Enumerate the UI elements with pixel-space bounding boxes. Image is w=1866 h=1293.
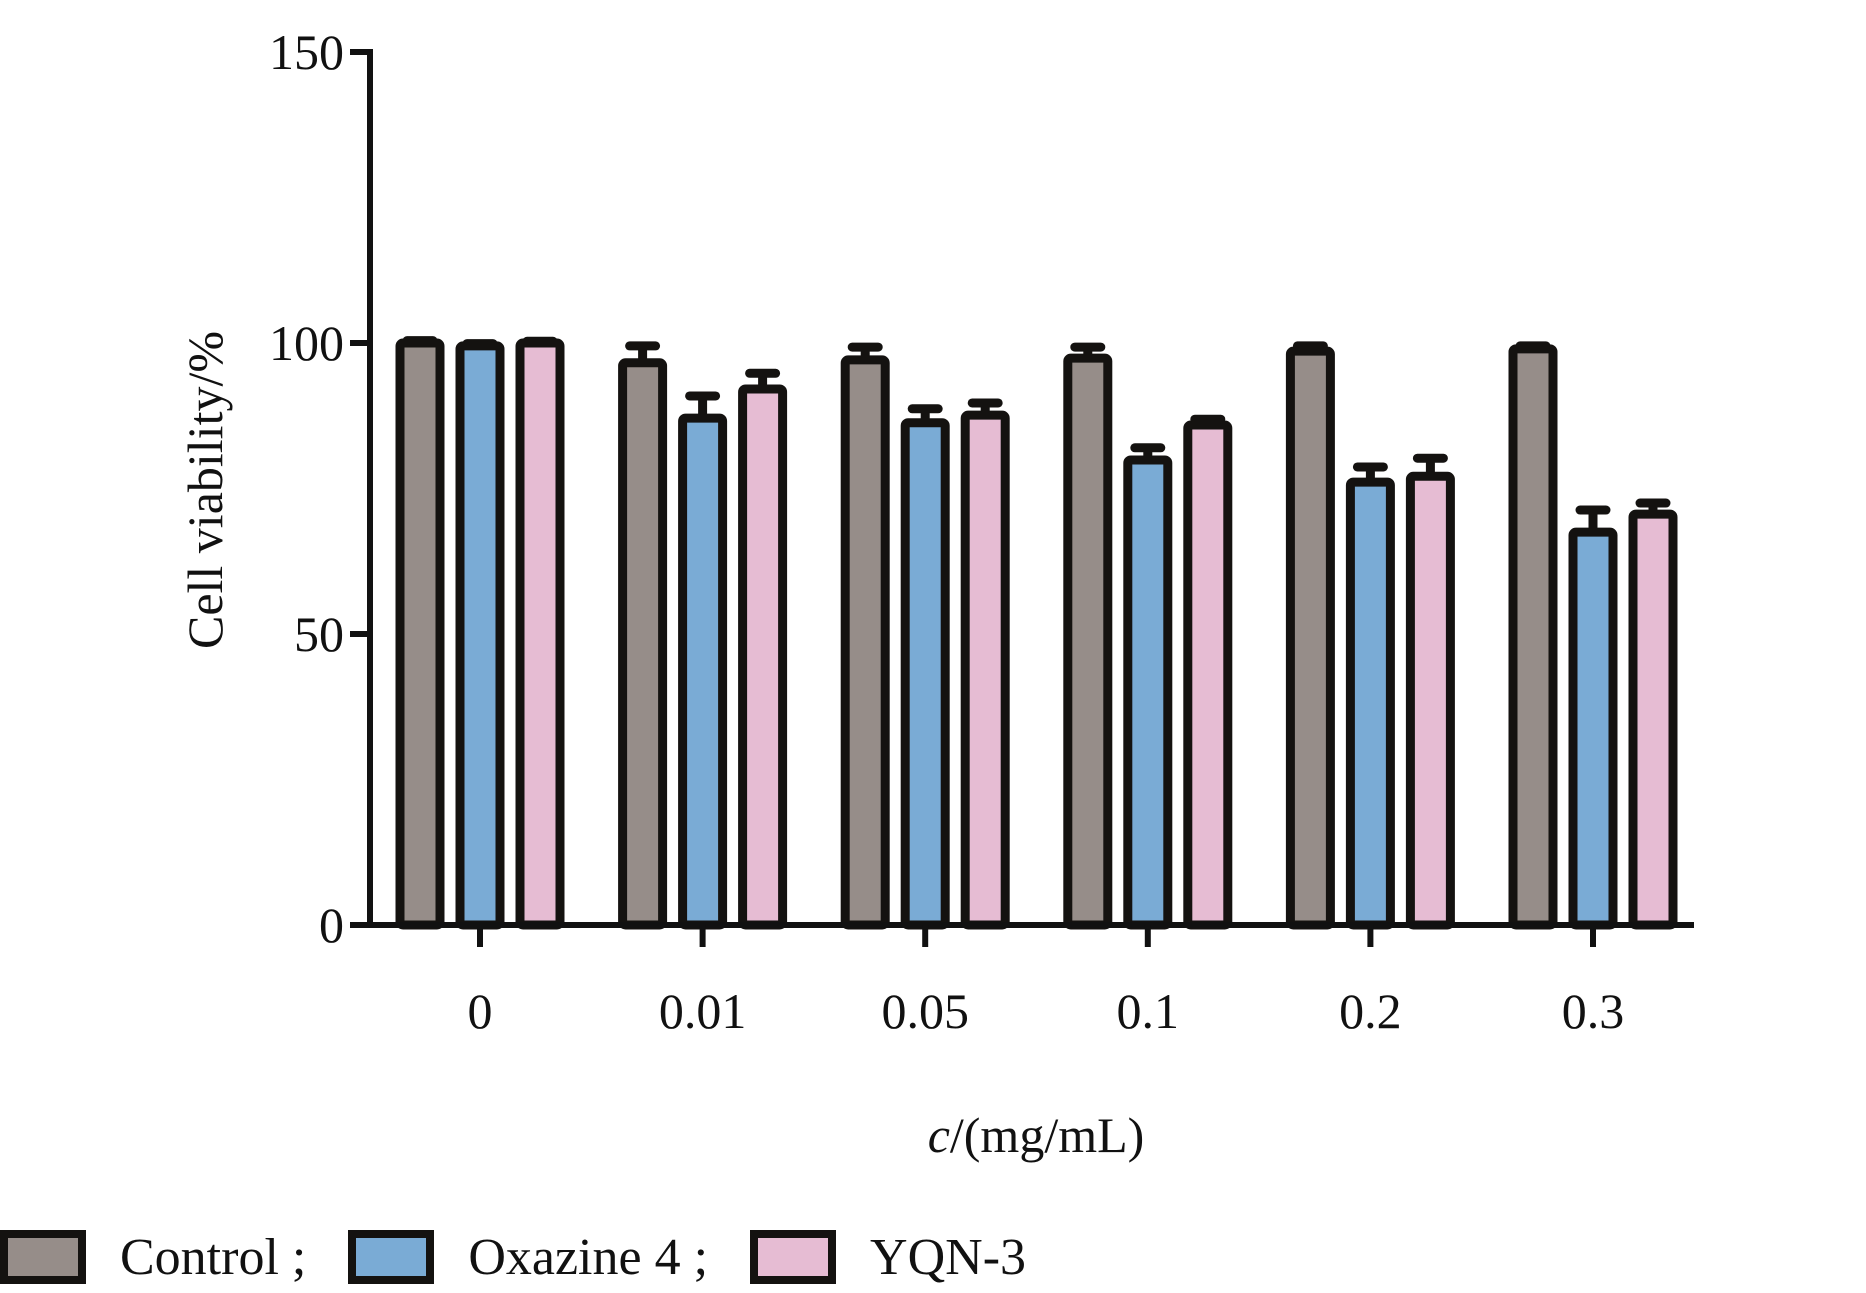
bar [455, 341, 505, 930]
bar [900, 418, 950, 930]
x-tick-label: 0.01 [659, 983, 747, 1039]
x-axis-title-variable: c [928, 1107, 950, 1163]
bar-group-control [1508, 341, 1558, 930]
bar-group-control [840, 342, 890, 930]
y-tick-label: 150 [269, 24, 344, 80]
bars-layer [395, 336, 1678, 930]
x-tick-label: 0.1 [1117, 983, 1180, 1039]
legend-swatch [750, 1230, 837, 1284]
bar-group-oxazine-4 [1568, 505, 1618, 930]
x-tick-label: 0 [468, 983, 493, 1039]
bar [738, 384, 788, 930]
bar-group-yqn-3 [1628, 498, 1678, 930]
bar-group-oxazine-4 [900, 404, 950, 930]
x-tick-label: 0.2 [1339, 983, 1402, 1039]
bar-group-yqn-3 [738, 368, 788, 930]
x-ticks: 0 0.01 0.05 0.1 0.2 0.3 [468, 925, 1625, 1039]
bar [1183, 420, 1233, 930]
bar-group-oxazine-4 [678, 391, 728, 930]
bar-group-control [395, 336, 445, 930]
y-tick-label: 50 [294, 606, 344, 662]
bar-group-control [1285, 341, 1335, 930]
bar [1345, 477, 1395, 930]
bar-group-control [618, 341, 668, 930]
x-axis-title-unit: /(mg/mL) [950, 1107, 1144, 1163]
legend-item: Control ; [0, 1228, 306, 1287]
bar [678, 413, 728, 930]
legend: Control ; Oxazine 4 ; YQN-3 [0, 1222, 1068, 1292]
bar-group-yqn-3 [1183, 414, 1233, 930]
bar-group-oxazine-4 [455, 339, 505, 930]
y-ticks: 0 50 100 150 [269, 24, 370, 953]
bar-group-control [1063, 342, 1113, 930]
y-axis-title: Cell viability/% [177, 331, 233, 649]
bar [1568, 527, 1618, 930]
bar-group-yqn-3 [960, 398, 1010, 930]
legend-item: YQN-3 [750, 1228, 1026, 1287]
bar [1508, 344, 1558, 930]
bar [395, 338, 445, 930]
bar [1628, 509, 1678, 930]
bar-group-yqn-3 [515, 336, 565, 930]
bar [1285, 346, 1335, 930]
y-tick-label: 100 [269, 315, 344, 371]
bar-group-yqn-3 [1405, 453, 1455, 930]
x-tick-label: 0.05 [881, 983, 969, 1039]
y-tick-label: 0 [319, 897, 344, 953]
legend-swatch [0, 1230, 86, 1284]
bar-group-oxazine-4 [1345, 462, 1395, 930]
legend-label: Oxazine 4 ; [468, 1228, 709, 1286]
bar [1063, 353, 1113, 930]
bar [618, 358, 668, 930]
bar [840, 355, 890, 930]
bar [515, 338, 565, 930]
bar-group-oxazine-4 [1123, 443, 1173, 930]
bar [1123, 455, 1173, 930]
bar [1405, 471, 1455, 930]
x-axis-title: c/(mg/mL) [928, 1107, 1145, 1163]
legend-label: Control ; [120, 1228, 307, 1286]
x-tick-label: 0.3 [1562, 983, 1625, 1039]
legend-label: YQN-3 [870, 1228, 1027, 1286]
bar [960, 410, 1010, 930]
legend-swatch [348, 1230, 435, 1284]
legend-item: Oxazine 4 ; [348, 1228, 708, 1287]
